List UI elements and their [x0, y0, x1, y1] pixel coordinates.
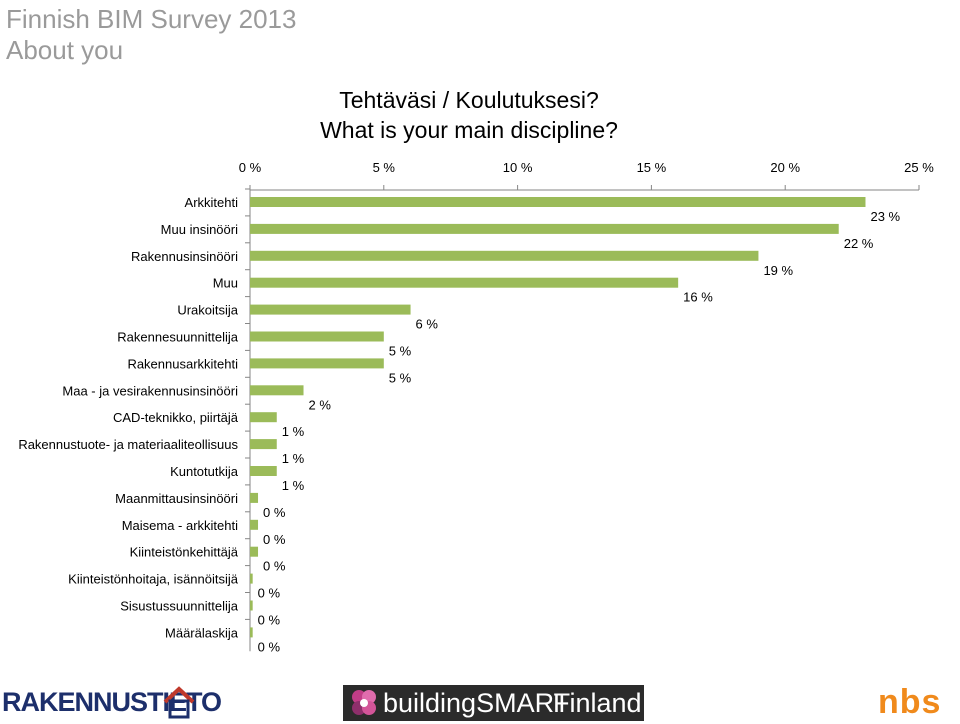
bar — [250, 600, 253, 611]
bar — [250, 519, 259, 530]
data-label: 0 % — [263, 505, 286, 520]
data-label: 0 % — [263, 532, 286, 547]
category-axis: Arkkitehti Muu insinööri Rakennusinsinööri… — [18, 188, 251, 652]
category-label: Maisema - arkkitehti — [122, 518, 238, 533]
category-label: Maanmittausinsinööri — [115, 491, 238, 506]
x-tick-label: 5 % — [373, 160, 396, 175]
buildingsmart-finland-logo: buildingSMART Finland — [343, 685, 644, 721]
x-tick-label: 25 % — [904, 160, 934, 175]
x-tick-label: 10 % — [503, 160, 533, 175]
bar — [250, 331, 384, 342]
bar — [250, 223, 839, 234]
data-label: 1 % — [282, 424, 305, 439]
data-label: 1 % — [282, 451, 305, 466]
category-label: Kiinteistönhoitaja, isännöitsijä — [68, 572, 239, 587]
buildingsmart-text: buildingSMART — [383, 688, 571, 718]
data-label: 6 % — [416, 317, 439, 332]
category-label: Rakennusarkkitehti — [127, 356, 238, 371]
category-label: Sisustussuunnittelija — [120, 599, 239, 614]
x-tick-label: 0 % — [239, 160, 262, 175]
data-label: 0 % — [263, 559, 286, 574]
category-label: Kiinteistönkehittäjä — [130, 545, 239, 560]
bar — [250, 627, 253, 638]
bar — [250, 304, 411, 315]
category-label: Muu — [213, 276, 238, 291]
bar — [250, 573, 253, 584]
slide-subtitle: About you — [6, 35, 124, 65]
house-icon — [163, 686, 195, 719]
bars — [250, 197, 866, 638]
nbs-logo: nbs — [878, 683, 942, 721]
category-label: Urakoitsija — [177, 303, 238, 318]
chart-title-line-2: What is your main discipline? — [320, 117, 618, 143]
bar — [250, 412, 277, 423]
slide-title-line-1: Finnish BIM Survey 2013 — [6, 4, 297, 34]
category-label: Määrälaskija — [165, 625, 239, 640]
data-label: 0 % — [258, 586, 281, 601]
bar — [250, 492, 259, 503]
category-label: CAD-teknikko, piirtäjä — [113, 410, 239, 425]
category-label: Muu insinööri — [161, 222, 238, 237]
bar — [250, 250, 759, 261]
category-label: Rakennusinsinööri — [131, 249, 238, 264]
data-label: 0 % — [258, 613, 281, 628]
x-tick-label: 15 % — [637, 160, 667, 175]
slide-title: Finnish BIM Survey 2013 About you — [6, 4, 296, 66]
data-label: 16 % — [683, 290, 713, 305]
rakennustieto-logo: RAKENNUSTIETO — [2, 684, 222, 720]
bar — [250, 197, 866, 207]
data-label: 1 % — [282, 478, 305, 493]
bar — [250, 358, 384, 369]
category-label: Arkkitehti — [185, 195, 239, 210]
data-labels: 23 % 22 % 19 % 16 % 6 % 5 % 5 % 2 % 1 % 1 % 1 % 0 %… — [258, 209, 901, 654]
bar — [250, 546, 259, 557]
data-label: 19 % — [763, 263, 793, 278]
data-label: 5 % — [389, 370, 412, 385]
data-label: 0 % — [258, 639, 281, 654]
data-label: 22 % — [844, 236, 874, 251]
finland-text: Finland — [553, 688, 642, 718]
bar — [250, 466, 277, 476]
bar — [250, 385, 304, 396]
x-tick-label: 20 % — [770, 160, 800, 175]
x-axis: 0 % 5 % 10 % 15 % 20 % 25 % — [239, 160, 934, 191]
chart-title-line-1: Tehtäväsi / Koulutuksesi? — [339, 87, 599, 113]
data-label: 5 % — [389, 344, 412, 359]
bar — [250, 439, 277, 450]
data-label: 23 % — [870, 209, 900, 224]
category-label: Kuntotutkija — [170, 464, 239, 479]
data-label: 2 % — [309, 397, 332, 412]
category-label: Rakennesuunnittelija — [117, 330, 238, 345]
category-label: Maa - ja vesirakennusinsinööri — [62, 383, 238, 398]
category-label: Rakennustuote- ja materiaaliteollisuus — [18, 437, 238, 452]
bar — [250, 277, 679, 288]
buildingsmart-flower-icon — [352, 690, 376, 715]
